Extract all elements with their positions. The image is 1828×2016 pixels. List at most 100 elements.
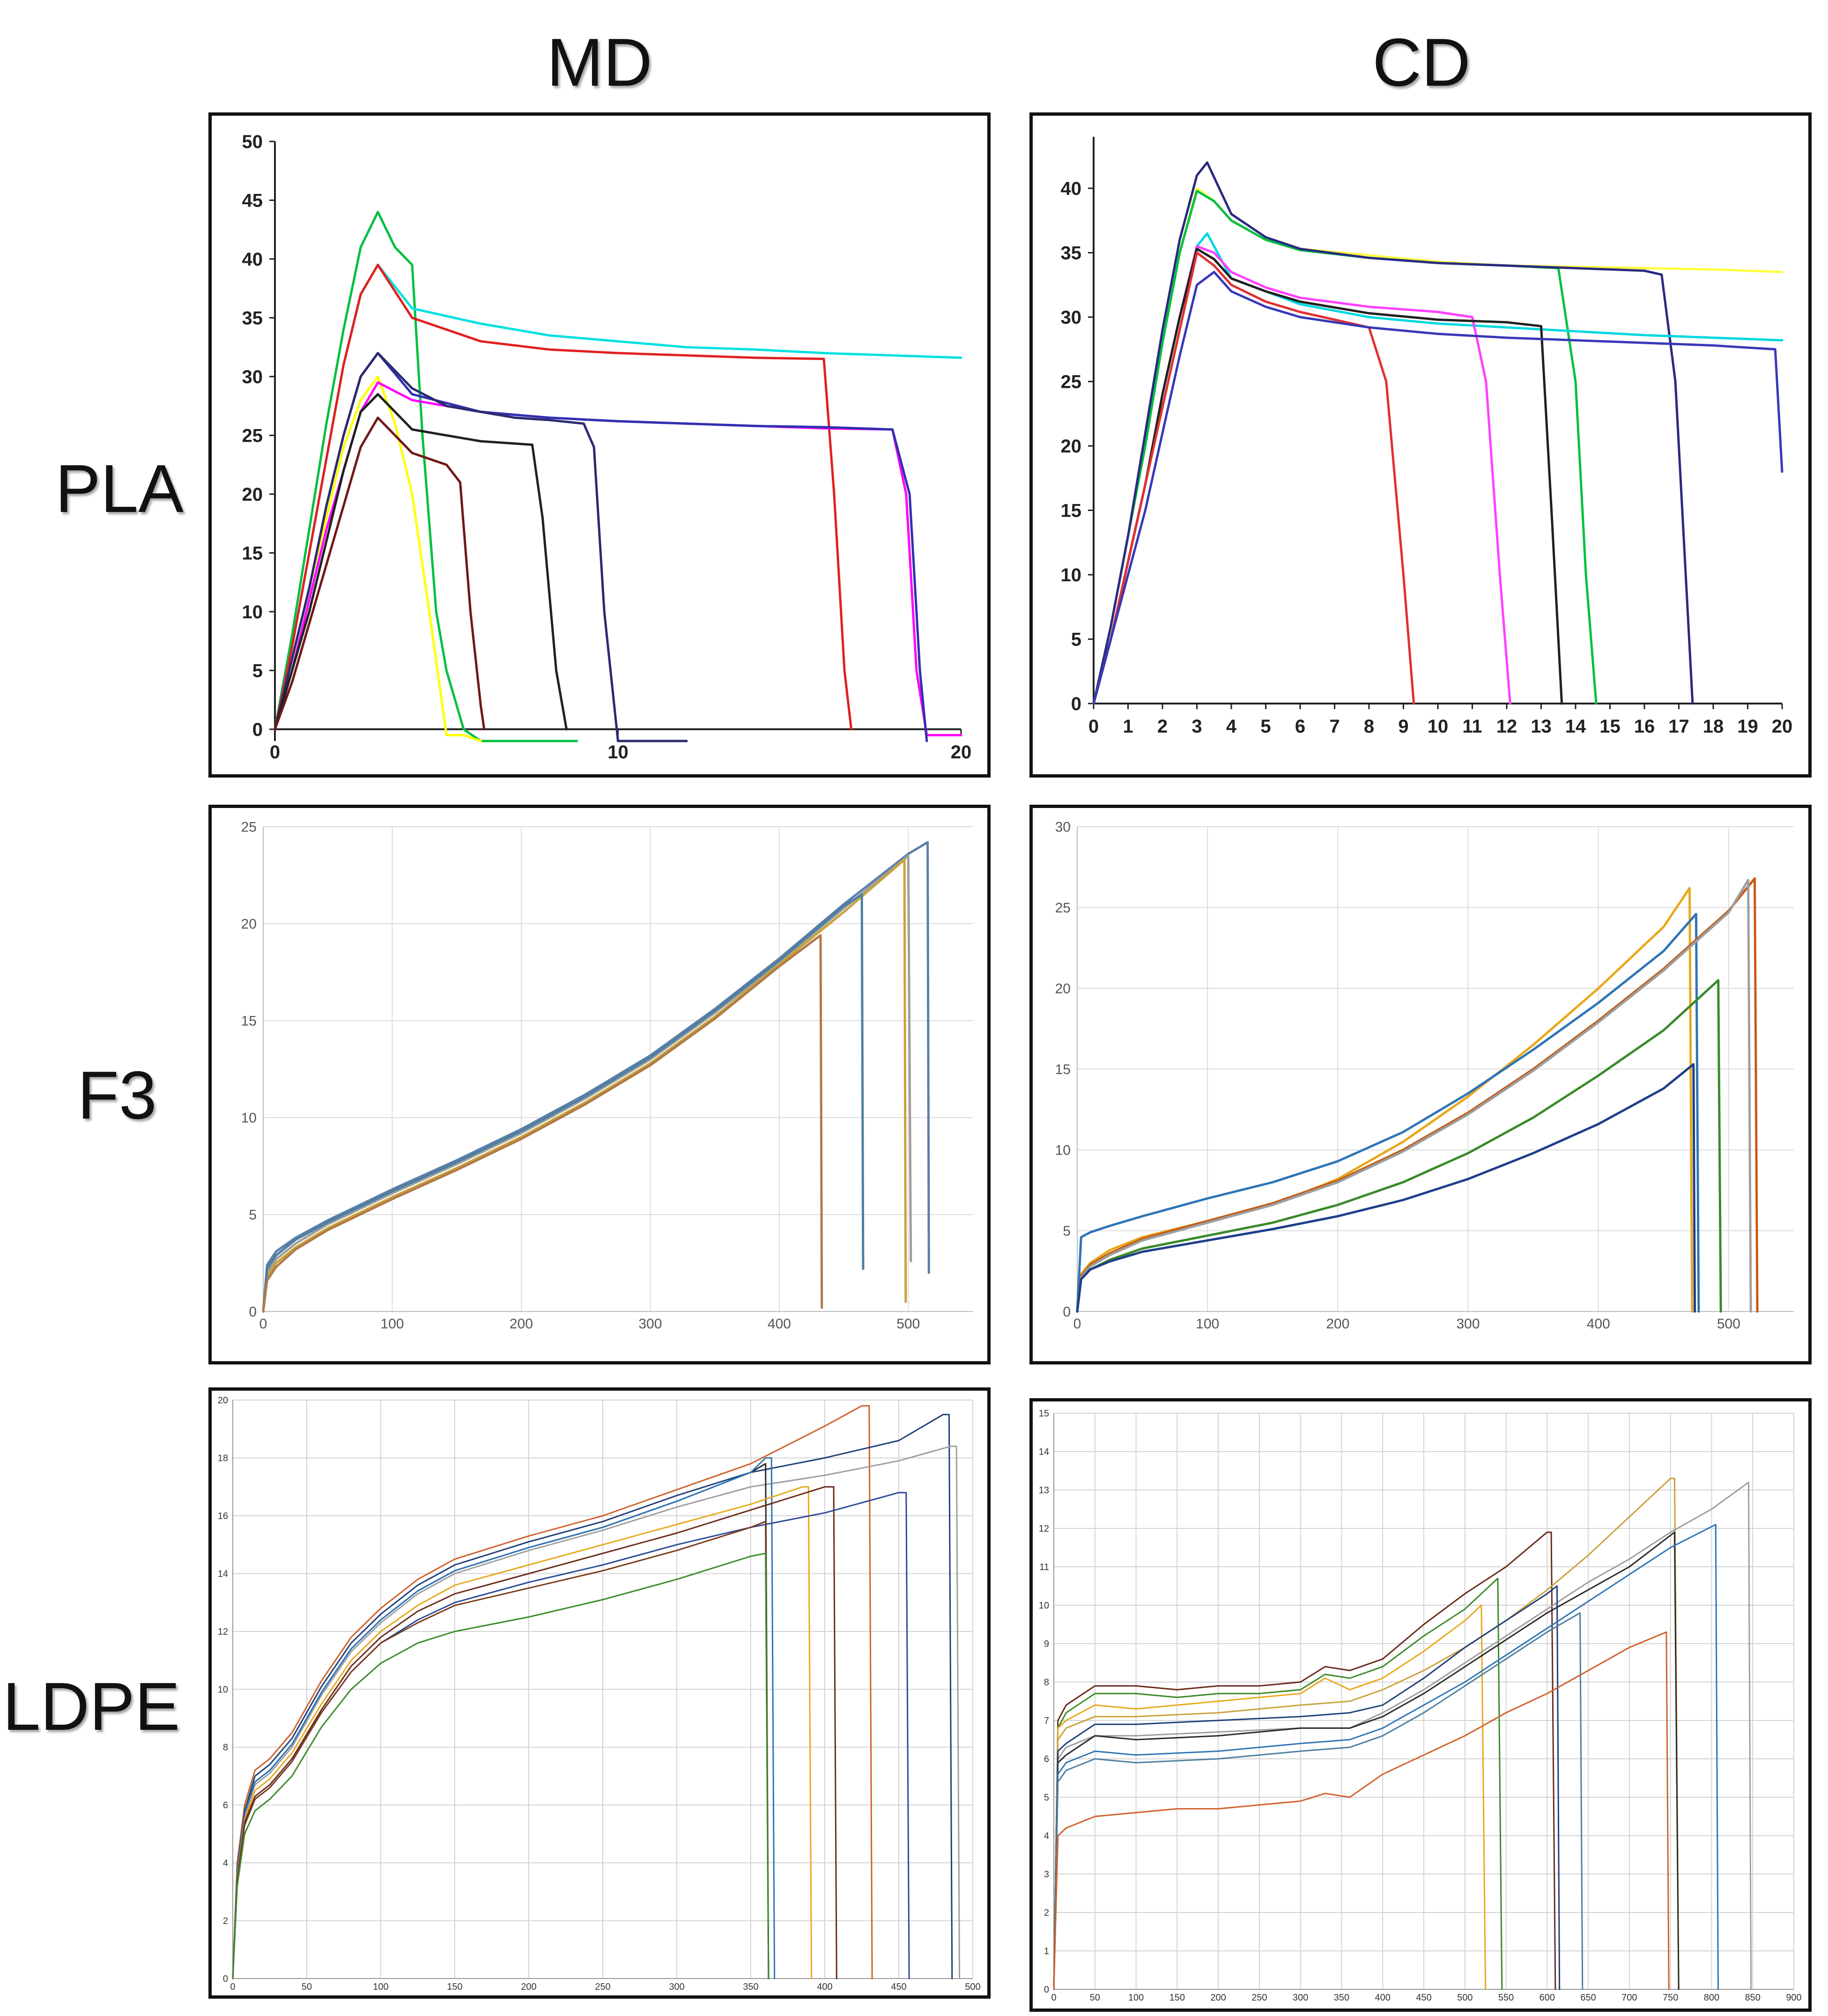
x-tick-label: 14 [1565,716,1586,737]
x-tick-label: 5 [1260,716,1271,737]
x-tick-label: 0 [1073,1316,1081,1332]
x-tick-label: 550 [1498,1993,1514,2003]
y-tick-label: 25 [1055,900,1071,916]
series-line-1 [232,1405,873,1979]
chart-panel-pla-cd: 0 1 2 3 4 5 6 7 8 9 10 11 12 13 14 15 16 17 18 19 20 0 5 10 15 20… [1029,112,1812,778]
y-tick-label: 8 [1044,1677,1049,1688]
chart-svg-f3-md: 0 100 200 300 400 500 0 5 10 15 20 25 [241,820,973,1332]
y-tick-label: 35 [242,308,263,328]
x-tick-label: 6 [1295,716,1305,737]
x-tick-label: 18 [1703,716,1724,737]
x-tick-label: 450 [1416,1993,1431,2003]
x-tick-label: 100 [1128,1993,1144,2003]
y-tick-label: 5 [1071,630,1081,650]
y-tick-label: 6 [1044,1754,1049,1764]
chart-svg-f3-cd: 0 100 200 300 400 500 0 5 10 15 20 25 30 [1055,820,1794,1332]
series-line-1 [1053,1531,1556,1990]
x-tick-label: 200 [521,1982,536,1992]
y-tick-label: 0 [249,1304,257,1320]
y-tick-label: 20 [1061,436,1082,457]
x-tick-label: 11 [1462,716,1482,737]
y-tick-label: 30 [1061,307,1082,328]
y-tick-label: 30 [242,367,263,387]
x-tick-label: 750 [1663,1993,1678,2003]
x-tick-label: 50 [1090,1993,1100,2003]
y-tick-label: 15 [241,1014,257,1029]
y-tick-label: 10 [1061,565,1082,586]
y-tick-label: 3 [1044,1869,1049,1880]
x-tick-label: 150 [447,1982,462,1992]
y-tick-label: 35 [1061,243,1082,264]
x-tick-label: 4 [1226,716,1237,737]
series-line-8 [1092,271,1784,705]
y-tick-label: 50 [242,132,263,152]
x-tick-label: 200 [510,1316,533,1332]
y-tick-label: 25 [242,425,263,446]
chart-panel-pla-md: 0 10 20 0 5 10 15 20 25 30 35 40 45 50 [208,112,991,778]
series-line-4 [232,1463,770,1979]
x-tick-label: 300 [1457,1316,1480,1332]
x-tick-label: 100 [380,1316,404,1332]
x-tick-label: 0 [230,1982,235,1992]
series-line-5 [232,1457,776,1979]
series-line-6 [232,1486,813,1979]
x-tick-label: 19 [1737,716,1758,737]
series-line-5 [1092,245,1511,705]
chart-panel-ldpe-md: 0 50 100 150 200 250 300 350 400 450 500 0 2 4 6 8 10 12 1… [208,1387,991,1999]
y-tick-label: 15 [1039,1408,1049,1419]
chart-svg-ldpe-md: 0 50 100 150 200 250 300 350 400 450 500 0 2 4 6 8 10 12 1… [218,1395,981,1992]
x-tick-label: 8 [1364,716,1374,737]
x-tick-label: 7 [1329,716,1340,737]
y-tick-label: 14 [218,1569,228,1579]
y-tick-label: 16 [218,1511,228,1521]
x-tick-label: 250 [1251,1993,1267,2003]
x-tick-label: 450 [891,1982,906,1992]
chart-panel-f3-cd: 0 100 200 300 400 500 0 5 10 15 20 25 30 [1029,805,1812,1364]
series-line-4 [274,264,853,731]
y-tick-label: 20 [241,917,257,932]
y-tick-label: 40 [1061,178,1082,199]
series-line-4 [1092,232,1784,705]
x-tick-label: 150 [1169,1993,1185,2003]
y-tick-label: 8 [223,1742,228,1753]
x-tick-label: 0 [259,1316,267,1332]
y-tick-label: 0 [1063,1304,1071,1320]
y-tick-label: 10 [241,1111,257,1126]
x-tick-label: 100 [1196,1316,1219,1332]
series-line-2 [232,1414,953,1979]
y-tick-label: 20 [1055,981,1071,997]
series-line-7 [1053,1585,1561,1990]
row-header-f3: F3 [77,1057,157,1133]
y-tick-label: 13 [1039,1485,1049,1496]
y-tick-label: 10 [242,602,263,623]
x-tick-label: 9 [1398,716,1408,737]
series-line-8 [274,393,568,731]
y-tick-label: 5 [252,660,263,681]
x-tick-label: 700 [1621,1993,1637,2003]
series-line-5 [1076,979,1722,1313]
series-line-5 [1053,1482,1752,1990]
x-tick-label: 250 [595,1982,610,1992]
x-tick-label: 50 [302,1982,312,1992]
y-tick-label: 15 [242,543,263,563]
y-tick-label: 10 [1055,1143,1071,1158]
y-tick-label: 25 [1061,372,1082,393]
x-tick-label: 300 [638,1316,662,1332]
series-line-8 [232,1492,910,1979]
series-line-8 [1053,1524,1719,1990]
series-line-2 [1053,1578,1503,1990]
series-line-6 [1053,1531,1680,1990]
y-tick-label: 7 [1044,1716,1049,1726]
x-tick-label: 20 [1772,716,1793,737]
series-line-5 [262,934,823,1313]
column-header-cd: CD [1372,24,1471,100]
series-line-1 [1076,887,1694,1313]
x-tick-label: 10 [1428,716,1449,737]
series-line-7 [1092,252,1415,705]
y-tick-label: 5 [1044,1793,1049,1803]
x-tick-label: 350 [1334,1993,1349,2003]
series-line-2 [274,375,482,742]
y-tick-label: 12 [218,1627,228,1637]
x-tick-label: 400 [768,1316,791,1332]
y-tick-label: 4 [223,1858,228,1868]
